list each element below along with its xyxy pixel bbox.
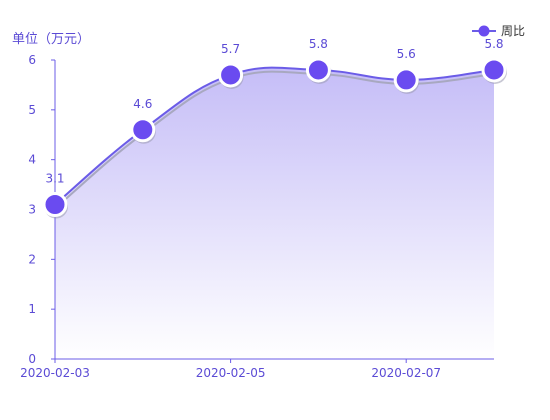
data-label: 3.1 [45,172,64,186]
legend-label: 周比 [501,24,525,38]
x-tick-label: 2020-02-05 [196,366,266,380]
y-tick-label: 3 [28,203,36,217]
y-tick-label: 4 [28,153,36,167]
point-marker [42,192,68,218]
plot-area: 0 1 2 3 4 5 6 2020-02-03 2020-02-05 2020-02-07 3.1… [20,37,507,380]
y-tick-label: 6 [28,53,36,67]
data-label: 5.6 [397,47,416,61]
data-label: 5.8 [309,37,328,51]
y-tick-label: 1 [28,302,36,316]
legend[interactable]: 周比 [472,24,525,38]
series-area [55,67,494,359]
y-tick-label: 0 [28,352,36,366]
legend-marker-icon [478,25,490,37]
x-tick-label: 2020-02-03 [20,366,90,380]
point-marker [130,117,156,143]
point-marker [393,67,419,93]
point-marker [481,57,507,83]
y-tick-label: 2 [28,252,36,266]
point-marker [218,62,244,88]
data-label: 5.8 [484,37,503,51]
point-marker [305,57,331,83]
data-label: 4.6 [133,97,152,111]
x-tick-label: 2020-02-07 [371,366,441,380]
data-label: 5.7 [221,42,240,56]
y-tick-label: 5 [28,103,36,117]
y-axis-unit-label: 单位（万元） [12,32,90,47]
